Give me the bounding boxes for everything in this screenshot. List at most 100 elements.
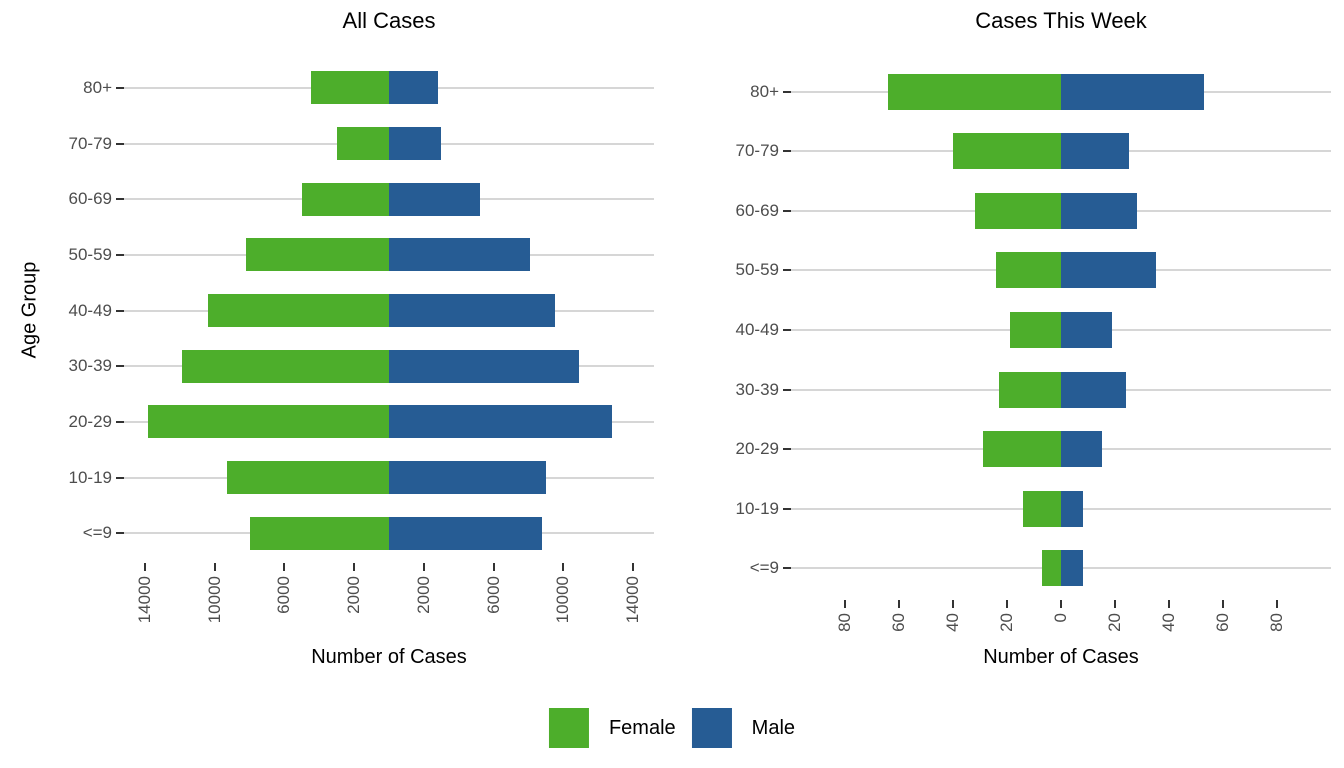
y-tick-label: 50-59: [68, 245, 112, 264]
y-tick-mark: [116, 476, 124, 479]
y-tick-label: 70-79: [68, 134, 112, 153]
y-tick-label: 20-29: [68, 412, 112, 431]
bar-male-30-39: [389, 350, 580, 383]
y-tick-mark: [783, 567, 791, 570]
bar-male-50-59: [389, 238, 531, 271]
x-tick-label: 2000: [413, 576, 433, 614]
y-tick-mark: [116, 86, 124, 89]
bar-female-20-29: [982, 431, 1061, 467]
y-tick-label: 40-49: [735, 320, 779, 339]
bar-male-10-19: [389, 461, 546, 494]
bar-female-50-59: [996, 252, 1061, 288]
bar-female-80+: [310, 71, 389, 104]
y-tick-mark: [783, 209, 791, 212]
y-tick-mark: [116, 365, 124, 368]
x-tick-mark: [492, 563, 495, 571]
y-tick-label: 40-49: [68, 301, 112, 320]
bar-male-10-19: [1061, 491, 1083, 527]
y-tick-label: 30-39: [735, 380, 779, 399]
x-tick-label: 80: [835, 613, 854, 632]
x-tick-label: 40: [943, 613, 962, 632]
bar-male-60-69: [389, 183, 480, 216]
bar-male-70-79: [1061, 133, 1129, 169]
x-axis-title-left: Number of Cases: [311, 646, 467, 668]
y-tick-label: 70-79: [735, 141, 779, 160]
x-tick-label: 80: [1267, 613, 1286, 632]
x-tick-mark: [1222, 600, 1224, 608]
bar-male-50-59: [1061, 252, 1156, 288]
bar-female-40-49: [1009, 312, 1061, 348]
y-tick-mark: [783, 448, 791, 451]
legend: Female Male: [548, 708, 795, 748]
y-tick-label: 50-59: [735, 260, 779, 279]
x-tick-label: 10000: [553, 576, 573, 624]
legend-item-male: Male: [691, 708, 795, 748]
y-tick-mark: [783, 150, 791, 153]
bar-female-<=9: [249, 517, 389, 550]
y-tick-mark: [783, 90, 791, 93]
x-tick-label: 60: [889, 613, 908, 632]
x-tick-mark: [422, 563, 425, 571]
x-tick-mark: [1168, 600, 1170, 608]
x-tick-mark: [1060, 600, 1062, 608]
bar-female-80+: [888, 74, 1061, 110]
x-tick-mark: [143, 563, 146, 571]
x-tick-label: 6000: [274, 576, 294, 614]
x-tick-mark: [1006, 600, 1008, 608]
x-tick-label: 10000: [204, 576, 224, 624]
x-tick-mark: [213, 563, 216, 571]
y-tick-label: 20-29: [735, 439, 779, 458]
legend-swatch-female: [548, 708, 589, 748]
x-tick-label: 2000: [344, 576, 364, 614]
bar-male-<=9: [389, 517, 543, 550]
x-tick-label: 6000: [483, 576, 503, 614]
x-tick-mark: [1114, 600, 1116, 608]
x-tick-mark: [898, 600, 900, 608]
x-tick-mark: [353, 563, 356, 571]
bar-male-70-79: [389, 127, 442, 160]
bar-female-30-39: [998, 372, 1061, 408]
bar-female-70-79: [336, 127, 389, 160]
y-tick-mark: [116, 253, 124, 256]
bar-male-<=9: [1061, 550, 1083, 586]
bar-male-40-49: [389, 294, 555, 327]
x-tick-mark: [562, 563, 565, 571]
bar-male-80+: [389, 71, 438, 104]
x-tick-mark: [844, 600, 846, 608]
y-tick-mark: [116, 309, 124, 312]
x-tick-label: 14000: [623, 576, 643, 624]
y-tick-mark: [783, 329, 791, 331]
x-tick-label: 20: [997, 613, 1016, 632]
x-axis-title-right: Number of Cases: [983, 646, 1139, 668]
y-tick-mark: [783, 507, 791, 510]
y-tick-mark: [116, 198, 124, 201]
bar-male-60-69: [1061, 193, 1137, 229]
x-tick-mark: [1276, 600, 1278, 608]
bar-female-60-69: [301, 183, 389, 216]
bar-female-<=9: [1042, 550, 1061, 586]
legend-swatch-male: [691, 708, 732, 748]
bar-male-40-49: [1061, 312, 1113, 348]
legend-label-female: Female: [608, 716, 676, 739]
x-tick-mark: [952, 600, 954, 608]
bar-female-20-29: [148, 405, 389, 438]
y-tick-label: 80+: [750, 82, 779, 101]
bar-male-30-39: [1061, 372, 1126, 408]
y-tick-mark: [116, 420, 124, 423]
bar-female-10-19: [226, 461, 389, 494]
bar-female-60-69: [974, 193, 1061, 229]
y-tick-label: 60-69: [735, 201, 779, 220]
bar-female-40-49: [207, 294, 389, 327]
y-tick-label: 60-69: [68, 189, 112, 208]
x-tick-label: 40: [1159, 613, 1178, 632]
y-tick-mark: [116, 532, 124, 535]
bar-female-50-59: [246, 238, 389, 271]
x-tick-label: 60: [1213, 613, 1232, 632]
bar-male-80+: [1061, 74, 1205, 110]
bar-male-20-29: [1061, 431, 1102, 467]
y-tick-label: 10-19: [735, 499, 779, 518]
x-tick-mark: [283, 563, 286, 571]
y-tick-mark: [783, 269, 791, 272]
x-tick-label: 14000: [134, 576, 154, 624]
